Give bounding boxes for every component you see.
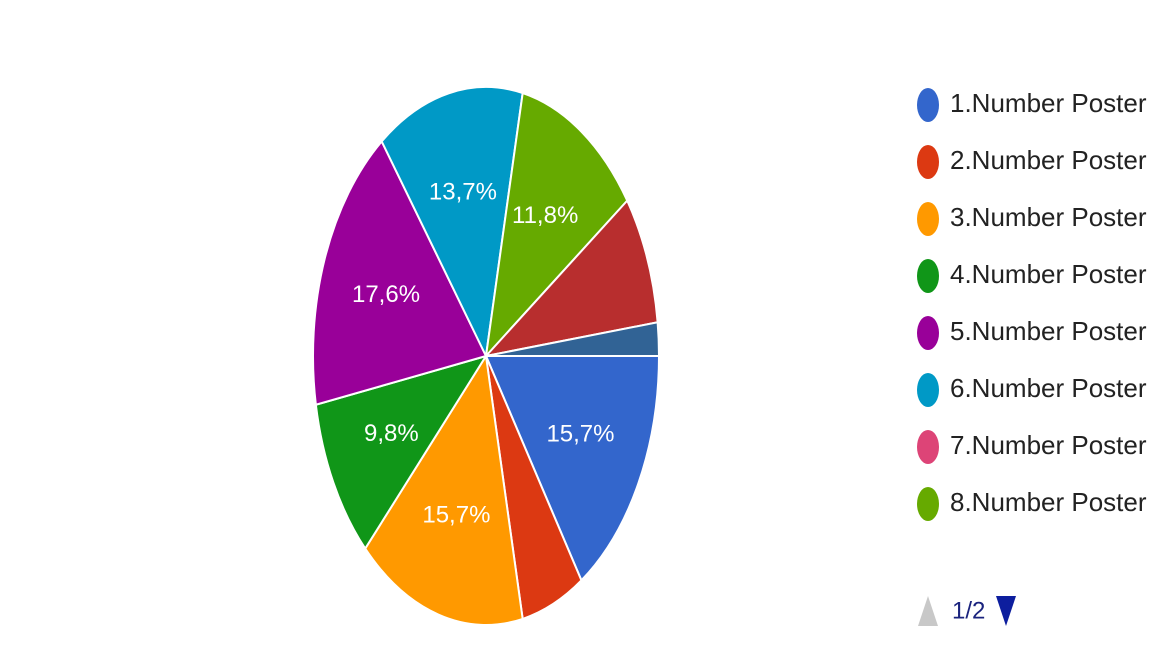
legend-marker [917,88,939,122]
legend-marker [917,259,939,293]
legend-page: 1/2 [952,597,985,624]
legend-prev[interactable] [918,596,938,626]
pie-slice [380,86,524,360]
legend-label: 5.Number Poster [950,316,1147,346]
legend-marker [917,145,939,179]
slice-label: 17,6% [352,281,420,308]
legend-label: 7.Number Poster [950,430,1147,460]
legend-marker [917,487,939,521]
legend-label: 1.Number Poster [950,88,1147,118]
pie-slice [483,198,659,358]
slice-label: 9,8% [364,420,419,447]
legend-label: 4.Number Poster [950,259,1147,289]
pie-slice [314,354,489,551]
legend-next[interactable] [996,596,1016,626]
pie-slice [484,355,661,583]
legend-label: 3.Number Poster [950,202,1147,232]
pie-slice [364,353,524,626]
pie-slice [484,91,629,360]
legend-label: 8.Number Poster [950,487,1147,517]
legend-marker [917,430,939,464]
pie-slice [485,321,661,357]
legend-marker [917,316,939,350]
legend-marker [917,202,939,236]
legend-label: 2.Number Poster [950,145,1147,175]
slice-label: 11,8% [512,202,578,229]
legend-marker [917,373,939,407]
slice-label: 15,7% [422,502,490,529]
legend-label: 6.Number Poster [950,373,1147,403]
pie-slice [312,139,488,407]
slice-label: 15,7% [546,420,614,447]
slice-label: 13,7% [429,178,497,205]
